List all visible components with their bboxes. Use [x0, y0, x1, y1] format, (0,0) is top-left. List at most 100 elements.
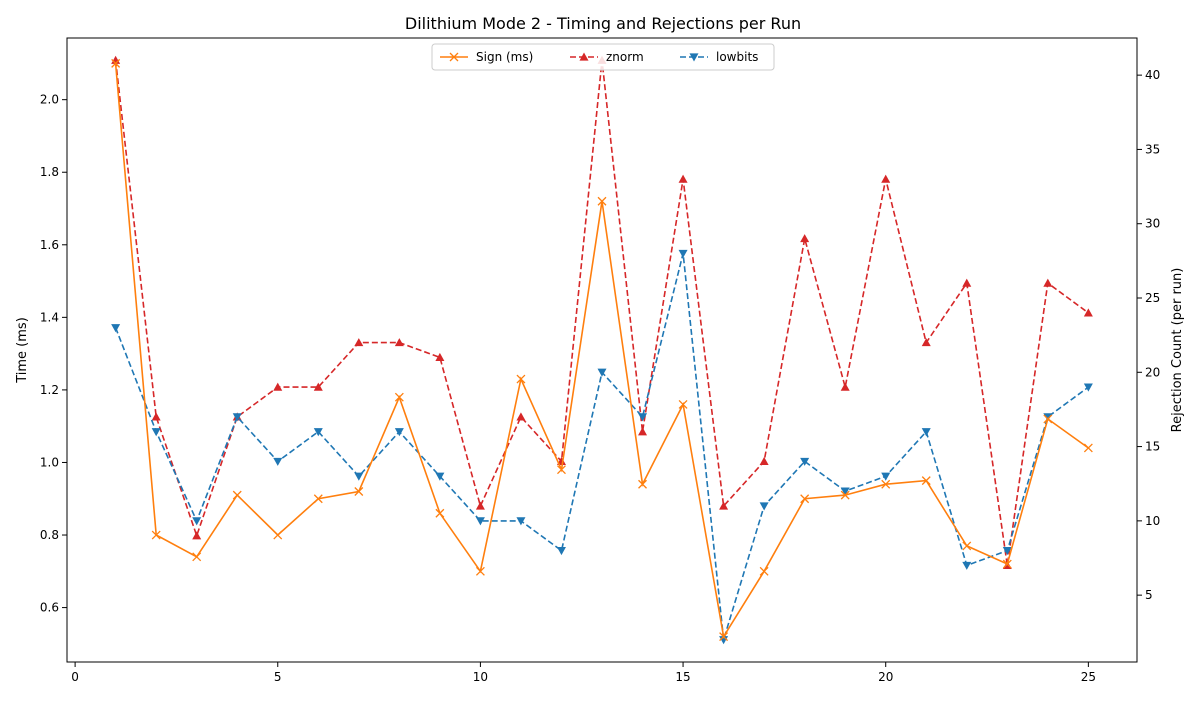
series-line — [114, 253, 1089, 640]
legend-marker — [579, 52, 589, 61]
data-point — [394, 338, 404, 347]
y-left-tick-label: 1.6 — [40, 238, 59, 252]
data-point — [435, 508, 445, 518]
data-point — [192, 531, 202, 540]
legend: Sign (ms) znorm lowbits — [431, 43, 775, 71]
data-point — [678, 399, 688, 409]
legend-label: znorm — [606, 50, 644, 64]
data-point — [840, 382, 850, 391]
data-point — [921, 338, 931, 347]
data-point — [556, 546, 566, 556]
y-right-tick-label: 10 — [1145, 514, 1160, 528]
data-point — [638, 413, 648, 422]
data-point — [719, 632, 729, 642]
y-left-tick-label: 2.0 — [40, 93, 59, 107]
legend-label: lowbits — [716, 50, 758, 64]
data-point — [1002, 546, 1012, 556]
x-tick-label: 15 — [675, 670, 690, 684]
x-tick-label: 5 — [274, 670, 282, 684]
data-point — [638, 479, 647, 489]
data-point — [1083, 308, 1093, 317]
plot-marks — [111, 55, 1093, 645]
data-point — [800, 494, 810, 504]
series-lowbits — [111, 249, 1093, 645]
data-point — [516, 517, 526, 526]
data-point — [273, 530, 283, 540]
data-point — [475, 517, 485, 526]
data-point — [1083, 383, 1093, 392]
series-sign-ms — [111, 58, 1093, 642]
data-point — [475, 566, 485, 576]
data-point — [151, 428, 161, 437]
y-left-tick-label: 1.4 — [40, 310, 59, 324]
data-point — [678, 249, 688, 258]
data-point — [1002, 559, 1012, 569]
data-point — [962, 278, 972, 287]
data-point — [759, 502, 769, 511]
data-point — [962, 561, 972, 570]
data-point — [111, 324, 121, 333]
data-point — [313, 428, 323, 437]
chart-title: Dilithium Mode 2 - Timing and Rejections… — [405, 14, 801, 33]
y-right-tick-label: 20 — [1145, 365, 1160, 379]
data-point — [840, 490, 850, 500]
data-point — [394, 392, 404, 402]
data-point — [273, 382, 283, 391]
plot-frame — [66, 37, 1138, 663]
y-axis-right-label: Rejection Count (per run) — [1170, 268, 1185, 433]
series-line — [114, 63, 1089, 639]
x-tick-label: 10 — [473, 670, 488, 684]
data-point — [516, 374, 526, 384]
data-point — [921, 476, 931, 486]
data-point — [192, 517, 202, 526]
data-point — [840, 487, 850, 496]
data-point — [597, 368, 607, 377]
data-point — [597, 196, 607, 206]
y-right-tick-label: 15 — [1145, 440, 1160, 454]
data-point — [759, 456, 769, 466]
x-tick-label: 20 — [878, 670, 893, 684]
y-right-tick-label: 30 — [1145, 217, 1160, 231]
data-point — [1043, 278, 1053, 287]
data-point — [151, 530, 161, 540]
data-point — [394, 428, 404, 437]
legend-item: znorm — [570, 50, 644, 64]
data-point — [678, 174, 688, 183]
data-point — [475, 501, 485, 510]
data-point — [759, 566, 769, 576]
data-point — [800, 457, 810, 466]
y-axis-left-label: Time (ms) — [15, 317, 30, 384]
data-point — [516, 412, 526, 421]
y-left-tick-label: 0.6 — [40, 601, 59, 615]
x-tick-label: 0 — [71, 670, 79, 684]
axes: 0 5 10 15 20 25 0.6 0.8 1.0 1.2 1.4 1.6 1.8 2.0 5 10 15 2… — [40, 68, 1160, 684]
legend-label: Sign (ms) — [476, 50, 533, 64]
data-point — [151, 412, 161, 421]
legend-item: lowbits — [680, 50, 758, 64]
data-point — [1043, 414, 1053, 424]
legend-box — [431, 43, 775, 71]
y-right-tick-label: 35 — [1145, 142, 1160, 156]
y-left-tick-label: 0.8 — [40, 528, 59, 542]
y-left-tick-label: 1.2 — [40, 383, 59, 397]
legend-marker — [449, 52, 459, 62]
data-point — [1083, 443, 1093, 453]
data-point — [557, 465, 566, 475]
data-point — [192, 552, 202, 562]
data-point — [921, 428, 931, 437]
data-point — [273, 457, 283, 466]
y-right-tick-label: 40 — [1145, 68, 1160, 82]
x-tick-label: 25 — [1081, 670, 1096, 684]
data-point — [962, 541, 972, 551]
series-line — [114, 60, 1089, 566]
legend-marker — [689, 53, 699, 62]
series-znorm — [111, 55, 1093, 570]
data-point — [800, 234, 810, 243]
y-right-tick-label: 25 — [1145, 291, 1160, 305]
data-point — [354, 338, 364, 347]
data-point — [354, 487, 364, 496]
data-point — [232, 413, 242, 422]
data-point — [638, 427, 648, 436]
y-right-tick-label: 5 — [1145, 588, 1153, 602]
